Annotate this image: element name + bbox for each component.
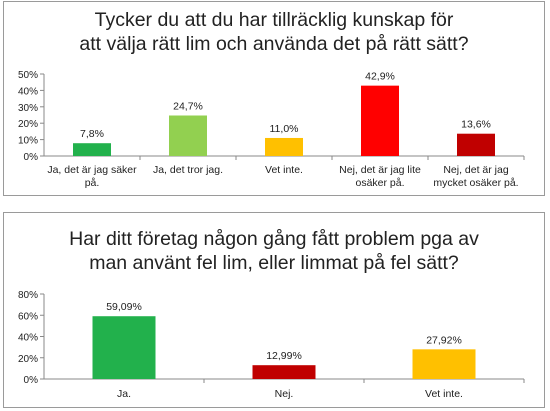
bar [265,137,303,156]
x-tick-label: Vet inte. [425,388,463,400]
y-tick-label: 10% [18,136,38,147]
y-tick-label: 30% [18,103,38,114]
y-tick-label: 40% [18,86,38,97]
data-label: 11,0% [270,123,299,135]
x-tick-label: Nej, det är jag lite [339,164,421,176]
bar [169,115,207,156]
x-tick-label: Ja, det tror jag. [153,164,223,176]
x-tick-label: Ja. [117,388,131,400]
chart-title-line-1: Tycker du att du har tillräcklig kunskap… [94,9,454,31]
chart-title: Har ditt företag någon gång fått problem… [4,227,544,275]
chart-title-line-2: man använt fel lim, eller limmat på fel … [89,252,459,274]
chart-panel-problems: Har ditt företag någon gång fått problem… [3,212,545,408]
y-tick-label: 20% [18,119,38,130]
bar [457,133,495,156]
x-tick-label: osäker på. [355,177,404,189]
x-tick-label: Vet inte. [265,164,303,176]
bar [252,365,316,379]
x-tick-label: Nej, det är jag [443,164,509,176]
y-tick-label: 60% [18,311,38,322]
bar-chart-problems: 0% 20% 40% 60% 80% 59,09% Ja. 12,99% Nej. 27,92% V… [18,290,525,400]
bar [92,316,156,379]
x-tick-label: Ja, det är jag säker [47,164,137,176]
bar [412,349,476,379]
y-tick-label: 50% [18,70,38,81]
data-label: 24,7% [173,100,203,112]
chart-title-line-2: att välja rätt lim och använda det på rä… [79,33,469,55]
y-tick-label: 20% [18,354,38,365]
y-tick-label: 80% [18,290,38,301]
x-tick-label: Nej. [275,388,294,400]
data-label: 59,09% [106,301,142,313]
y-tick-label: 0% [24,152,39,163]
x-tick-label: mycket osäker på. [433,177,518,189]
bar [361,85,399,156]
data-label: 42,9% [365,71,395,83]
data-label: 13,6% [461,119,491,131]
bar [73,143,111,156]
x-tick-label: på. [85,177,100,189]
data-label: 7,8% [80,128,104,140]
y-tick-label: 40% [18,333,38,344]
data-label: 12,99% [266,350,302,362]
data-label: 27,92% [426,334,462,346]
y-tick-label: 0% [24,375,39,386]
bar-chart-knowledge: 0% 10% 20% 30% 40% 50% 7,8% Ja, det är jag säke… [18,70,525,189]
chart-panel-knowledge: Tycker du att du har tillräcklig kunskap… [3,1,545,196]
chart-title: Tycker du att du har tillräcklig kunskap… [4,8,544,56]
chart-title-line-1: Har ditt företag någon gång fått problem… [69,228,479,250]
